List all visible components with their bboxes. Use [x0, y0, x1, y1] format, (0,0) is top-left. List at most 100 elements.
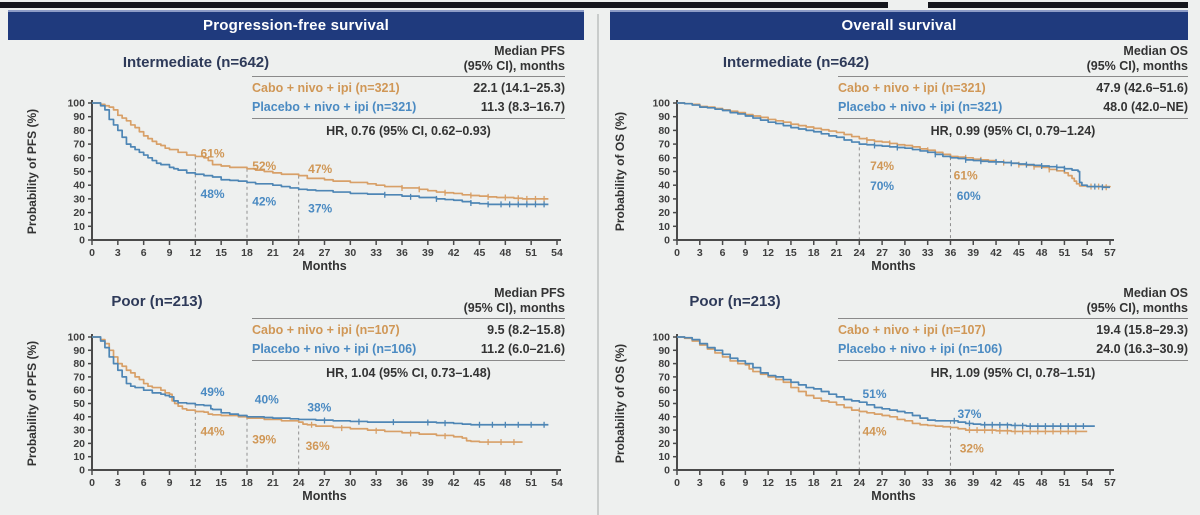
- table-rule: [838, 75, 1188, 77]
- x-tick-label: 6: [720, 247, 726, 259]
- series-label-cabo: Cabo + nivo + ipi (n=321): [838, 81, 986, 95]
- stats-table-header: Median PFS (95% CI), months: [252, 286, 565, 316]
- chart-title-os-poor: Poor (n=213): [689, 293, 781, 310]
- x-tick-label: 45: [1013, 247, 1025, 259]
- median-header-line1: Median PFS: [494, 44, 565, 58]
- table-rule: [252, 117, 565, 119]
- table-rule: [252, 75, 565, 77]
- x-tick-label: 39: [422, 247, 434, 259]
- median-value-cabo: 9.5 (8.2–15.8): [487, 323, 565, 337]
- y-tick-label: 40: [658, 411, 670, 423]
- x-tick-label: 12: [189, 247, 201, 259]
- x-tick-label: 51: [1059, 247, 1071, 259]
- x-tick-label: 27: [876, 477, 888, 489]
- x-tick-label: 45: [1013, 477, 1025, 489]
- x-tick-label: 21: [831, 247, 843, 259]
- x-tick-label: 42: [990, 247, 1002, 259]
- table-row: Placebo + nivo + ipi (n=321) 11.3 (8.3–1…: [252, 98, 565, 117]
- top-decoration-strip: [928, 2, 1188, 8]
- median-header-line2: (95% CI), months: [1086, 300, 1188, 315]
- y-tick-label: 0: [664, 235, 670, 247]
- x-tick-label: 21: [831, 477, 843, 489]
- x-tick-label: 33: [922, 247, 934, 259]
- km-curve-placebo: [92, 102, 549, 206]
- x-tick-label: 51: [525, 247, 537, 259]
- x-tick-label: 57: [1104, 477, 1116, 489]
- median-value-placebo: 11.2 (6.0–21.6): [480, 342, 565, 356]
- km-curve-placebo: [677, 102, 1110, 189]
- x-tick-label: 27: [876, 247, 888, 259]
- x-tick-label: 3: [697, 477, 703, 489]
- median-header-line2: (95% CI), months: [463, 58, 565, 73]
- y-tick-label: 50: [658, 398, 670, 410]
- x-tick-label: 36: [945, 247, 957, 259]
- x-tick-label: 24: [293, 247, 305, 259]
- x-tick-label: 45: [474, 247, 486, 259]
- x-tick-label: 9: [167, 247, 173, 259]
- x-axis-title: Months: [302, 259, 346, 273]
- panel-header-pfs: Progression-free survival: [8, 10, 584, 40]
- x-tick-label: 15: [785, 247, 797, 259]
- table-rule: [838, 117, 1188, 119]
- y-tick-label: 30: [73, 425, 85, 437]
- x-tick-label: 42: [448, 247, 460, 259]
- median-header-line2: (95% CI), months: [1086, 58, 1188, 73]
- stats-table-os-poor: Median OS (95% CI), months Cabo + nivo +…: [838, 286, 1188, 380]
- chart-title-pfs-intermediate: Intermediate (n=642): [122, 54, 270, 71]
- y-tick-label: 70: [658, 371, 670, 383]
- y-tick-label: 50: [73, 398, 85, 410]
- x-tick-label: 57: [1104, 247, 1116, 259]
- landmark-annotation: 48%: [201, 187, 225, 201]
- y-axis-title: Probability of OS (%): [613, 344, 627, 463]
- x-tick-label: 33: [370, 477, 382, 489]
- x-tick-label: 9: [167, 477, 173, 489]
- y-tick-label: 30: [658, 425, 670, 437]
- x-tick-label: 18: [241, 477, 253, 489]
- median-header-line2: (95% CI), months: [463, 300, 565, 315]
- y-tick-label: 90: [73, 111, 85, 123]
- median-value-placebo: 11.3 (8.3–16.7): [480, 100, 565, 114]
- x-tick-label: 0: [674, 247, 680, 259]
- landmark-annotation: 74%: [870, 159, 894, 173]
- y-tick-label: 100: [652, 332, 670, 344]
- x-tick-label: 54: [551, 247, 563, 259]
- hazard-ratio-text: HR, 0.76 (95% CI, 0.62–0.93): [326, 123, 491, 138]
- series-label-placebo: Placebo + nivo + ipi (n=106): [252, 342, 417, 356]
- stats-table-header: Median OS (95% CI), months: [838, 286, 1188, 316]
- y-tick-label: 70: [73, 371, 85, 383]
- table-rule: [838, 317, 1188, 319]
- median-value-placebo: 48.0 (42.0–NE): [1103, 100, 1188, 114]
- x-tick-label: 18: [808, 247, 820, 259]
- x-tick-label: 18: [808, 477, 820, 489]
- x-tick-label: 18: [241, 247, 253, 259]
- km-curve-cabo: [677, 336, 1088, 433]
- series-label-cabo: Cabo + nivo + ipi (n=107): [252, 323, 400, 337]
- y-tick-label: 20: [73, 438, 85, 450]
- y-tick-label: 30: [73, 193, 85, 205]
- x-tick-label: 6: [141, 247, 147, 259]
- stats-table-os-intermediate: Median OS (95% CI), months Cabo + nivo +…: [838, 44, 1188, 138]
- y-tick-label: 90: [658, 111, 670, 123]
- panel-header-os: Overall survival: [610, 10, 1188, 40]
- y-tick-label: 0: [664, 465, 670, 477]
- x-tick-label: 3: [115, 247, 121, 259]
- y-tick-label: 100: [67, 332, 85, 344]
- y-tick-label: 20: [658, 438, 670, 450]
- km-curve-placebo: [677, 336, 1095, 427]
- panel-divider: [597, 14, 599, 515]
- y-tick-label: 80: [658, 358, 670, 370]
- x-tick-label: 33: [370, 247, 382, 259]
- y-tick-label: 80: [73, 358, 85, 370]
- stats-table-pfs-intermediate: Median PFS (95% CI), months Cabo + nivo …: [252, 44, 565, 138]
- stats-table-header: Median PFS (95% CI), months: [252, 44, 565, 74]
- landmark-annotation: 44%: [201, 424, 225, 438]
- median-header-line1: Median PFS: [494, 286, 565, 300]
- landmark-annotation: 49%: [201, 385, 225, 399]
- x-tick-label: 15: [785, 477, 797, 489]
- x-tick-label: 3: [115, 477, 121, 489]
- x-axis-title: Months: [871, 489, 915, 503]
- x-tick-label: 51: [1059, 477, 1071, 489]
